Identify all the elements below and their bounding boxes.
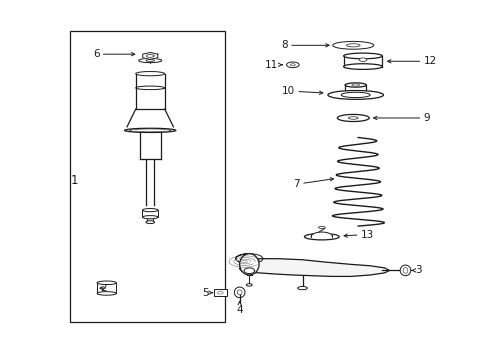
Polygon shape bbox=[239, 259, 389, 276]
Ellipse shape bbox=[239, 254, 259, 275]
Ellipse shape bbox=[318, 226, 325, 229]
Ellipse shape bbox=[304, 234, 339, 240]
Ellipse shape bbox=[343, 64, 382, 69]
Ellipse shape bbox=[142, 216, 158, 219]
Text: 2: 2 bbox=[101, 283, 107, 293]
Text: 9: 9 bbox=[423, 113, 429, 123]
Ellipse shape bbox=[332, 41, 373, 49]
Text: 10: 10 bbox=[282, 86, 295, 96]
Ellipse shape bbox=[217, 291, 223, 294]
Ellipse shape bbox=[234, 287, 244, 298]
Bar bbox=[214, 289, 226, 296]
Polygon shape bbox=[142, 53, 158, 59]
Ellipse shape bbox=[244, 268, 254, 274]
Ellipse shape bbox=[399, 265, 410, 276]
Ellipse shape bbox=[145, 221, 154, 224]
Ellipse shape bbox=[358, 58, 366, 62]
Ellipse shape bbox=[290, 64, 295, 66]
Text: 11: 11 bbox=[264, 60, 278, 70]
Ellipse shape bbox=[345, 83, 366, 87]
Ellipse shape bbox=[402, 267, 407, 273]
Ellipse shape bbox=[341, 92, 369, 98]
Ellipse shape bbox=[343, 53, 382, 59]
Bar bbox=[97, 283, 116, 293]
Text: 5: 5 bbox=[202, 288, 208, 298]
Text: 4: 4 bbox=[236, 305, 243, 315]
Text: 13: 13 bbox=[360, 230, 373, 240]
Ellipse shape bbox=[129, 129, 171, 132]
Ellipse shape bbox=[145, 60, 154, 62]
Ellipse shape bbox=[97, 281, 116, 284]
Ellipse shape bbox=[246, 284, 252, 286]
Text: 1: 1 bbox=[70, 174, 78, 186]
Ellipse shape bbox=[297, 287, 307, 290]
Ellipse shape bbox=[136, 72, 164, 76]
Text: 8: 8 bbox=[281, 40, 287, 50]
Ellipse shape bbox=[97, 292, 116, 295]
Ellipse shape bbox=[337, 114, 368, 122]
Text: 7: 7 bbox=[293, 179, 300, 189]
Ellipse shape bbox=[124, 128, 176, 132]
Text: 12: 12 bbox=[423, 56, 436, 66]
Ellipse shape bbox=[237, 290, 242, 295]
Ellipse shape bbox=[136, 86, 164, 90]
Text: 6: 6 bbox=[93, 49, 99, 59]
Bar bbox=[142, 210, 158, 217]
Bar bbox=[70, 31, 224, 322]
Ellipse shape bbox=[327, 90, 383, 99]
Ellipse shape bbox=[138, 58, 162, 63]
Ellipse shape bbox=[348, 117, 357, 119]
Text: 3: 3 bbox=[414, 265, 421, 275]
Ellipse shape bbox=[286, 62, 299, 68]
Ellipse shape bbox=[346, 44, 359, 47]
Ellipse shape bbox=[142, 208, 158, 212]
Ellipse shape bbox=[351, 84, 359, 86]
